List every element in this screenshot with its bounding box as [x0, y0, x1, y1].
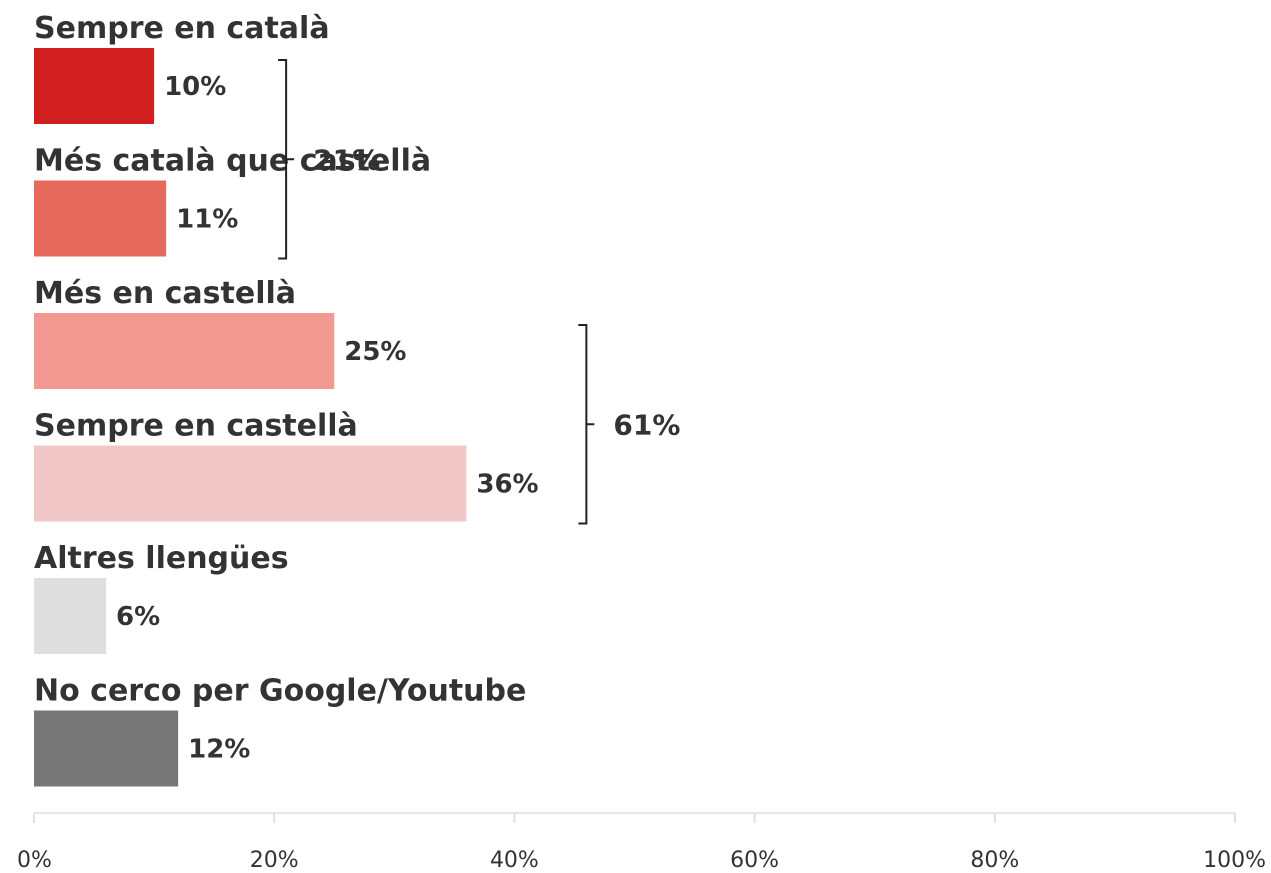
- bar: [34, 313, 335, 389]
- value-label: 12%: [188, 735, 250, 765]
- value-label: 25%: [344, 337, 406, 367]
- x-axis: 0% 20% 40% 60% 80% 100%: [17, 812, 1266, 873]
- category-label: Més català que castellà: [34, 144, 431, 179]
- x-tick-label: 40%: [490, 848, 539, 869]
- bar: [34, 180, 167, 257]
- group-total-label: 61%: [613, 408, 680, 441]
- category-label: Sempre en castellà: [34, 409, 358, 444]
- group-bracket: [278, 59, 295, 260]
- category-label: Altres llengües: [34, 541, 289, 576]
- bar: [34, 578, 107, 654]
- value-label: 11%: [176, 205, 238, 235]
- x-tick-label: 100%: [1203, 848, 1266, 869]
- value-label: 10%: [164, 72, 226, 102]
- bar: [34, 710, 179, 787]
- labels-layer: Sempre en català 10% Més català que castel…: [34, 11, 539, 765]
- bar: [34, 445, 467, 522]
- group-total-label: 21%: [313, 143, 380, 176]
- category-label: Més en castellà: [34, 276, 296, 311]
- x-tick-label: 0%: [17, 848, 52, 869]
- value-label: 6%: [116, 602, 160, 632]
- x-tick-label: 80%: [970, 848, 1019, 869]
- group-brackets-layer: 21% 61%: [278, 59, 680, 525]
- x-tick-label: 60%: [730, 848, 779, 869]
- bars-layer: [34, 48, 467, 787]
- group-bracket: [578, 324, 595, 525]
- value-label: 36%: [476, 470, 538, 500]
- category-label: Sempre en català: [34, 11, 330, 46]
- bar: [34, 48, 155, 124]
- x-tick-label: 20%: [250, 848, 299, 869]
- category-label: No cerco per Google/Youtube: [34, 674, 526, 709]
